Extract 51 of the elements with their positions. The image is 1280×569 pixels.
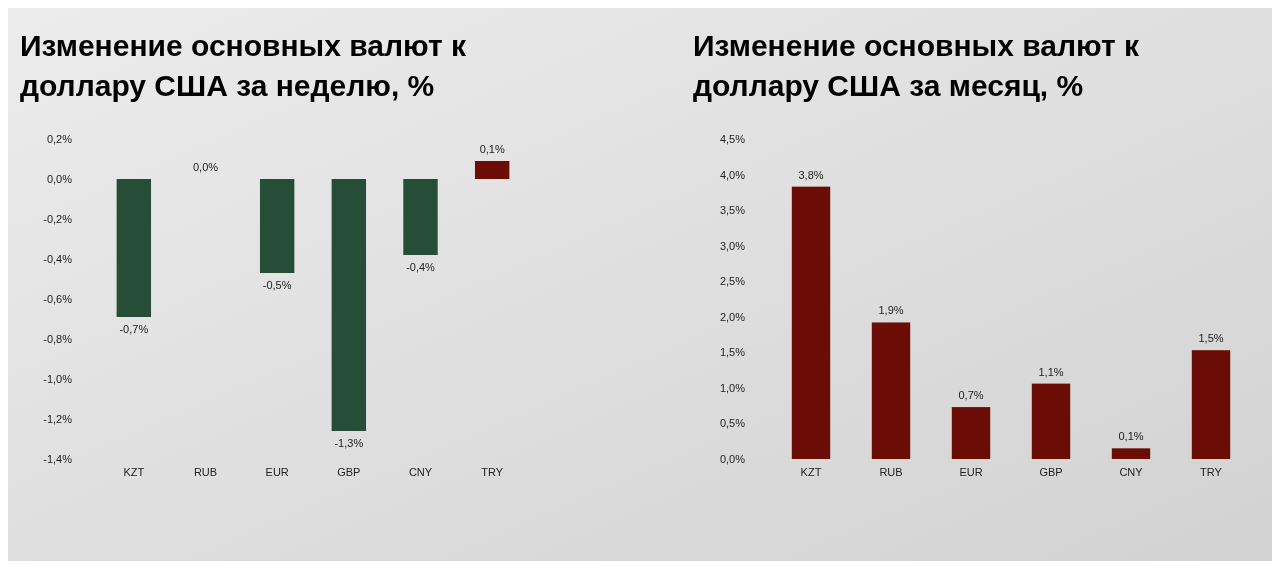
data-label: 3,8% xyxy=(798,168,824,181)
x-tick-label: TRY xyxy=(1200,466,1223,478)
x-tick-label: EUR xyxy=(265,466,289,478)
data-label: 1,9% xyxy=(878,304,904,317)
y-tick-label: -0,6% xyxy=(43,293,73,305)
y-tick-label: -1,2% xyxy=(43,413,73,425)
y-tick-label: -0,4% xyxy=(43,253,73,265)
y-tick-label: 1,0% xyxy=(719,381,746,394)
y-tick-label: -0,2% xyxy=(43,213,73,225)
y-tick-label: 2,5% xyxy=(719,275,746,288)
y-tick-label: 0,0% xyxy=(719,453,746,465)
bar xyxy=(791,186,831,459)
y-tick-label: 4,0% xyxy=(719,168,746,181)
bar xyxy=(951,407,991,459)
y-tick-label: 3,0% xyxy=(719,239,746,252)
data-label: -0,5% xyxy=(262,279,292,291)
chart-title: Изменение основных валют к доллару США за месяц, % xyxy=(693,29,1140,102)
x-tick-label: CNY xyxy=(408,466,433,478)
x-tick-label: TRY xyxy=(481,466,504,478)
x-tick-label: GBP xyxy=(1039,466,1063,478)
chart-title: Изменение основных валют к доллару США за неделю, % xyxy=(20,29,467,102)
y-tick-label: 3,5% xyxy=(719,204,746,217)
x-tick-label: EUR xyxy=(959,466,983,478)
y-tick-label: 0,5% xyxy=(719,417,746,430)
y-tick-label: 0,2% xyxy=(46,133,73,145)
y-tick-label: 1,5% xyxy=(719,346,746,359)
x-tick-label: GBP xyxy=(337,466,361,478)
data-label: -1,3% xyxy=(334,437,364,449)
y-tick-label: -0,8% xyxy=(43,333,73,345)
x-tick-label: RUB xyxy=(879,466,903,478)
x-tick-label: KZT xyxy=(123,466,145,478)
bar xyxy=(1031,383,1071,459)
data-label: 1,1% xyxy=(1038,365,1064,378)
data-label: 0,0% xyxy=(192,161,219,173)
x-tick-label: CNY xyxy=(1119,466,1144,478)
data-label: -0,7% xyxy=(119,323,149,335)
y-tick-label: 4,5% xyxy=(719,133,746,145)
bar xyxy=(1111,448,1151,459)
y-tick-label: -1,4% xyxy=(43,453,73,465)
bar xyxy=(871,322,911,459)
data-label: -0,4% xyxy=(406,261,436,273)
data-label: 0,1% xyxy=(1118,430,1144,443)
x-tick-label: RUB xyxy=(193,466,218,478)
y-tick-label: 2,0% xyxy=(719,310,746,323)
y-tick-label: 0,0% xyxy=(46,173,73,185)
data-label: 0,1% xyxy=(479,143,505,155)
data-label: 0,7% xyxy=(958,389,984,402)
x-tick-label: KZT xyxy=(800,466,822,478)
y-tick-label: -1,0% xyxy=(43,373,73,385)
bar xyxy=(1191,350,1231,459)
data-label: 1,5% xyxy=(1198,332,1224,345)
